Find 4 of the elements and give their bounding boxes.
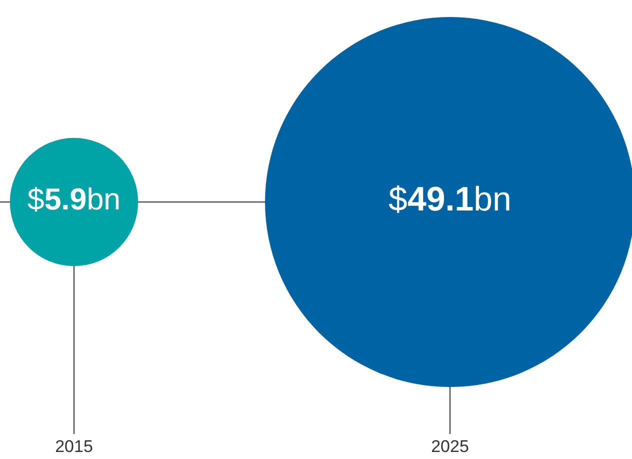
data-label: $5.9bn bbox=[27, 182, 121, 217]
category-label: 2025 bbox=[431, 437, 469, 456]
category-label: 2015 bbox=[55, 437, 93, 456]
data-label: $49.1bn bbox=[388, 180, 512, 219]
